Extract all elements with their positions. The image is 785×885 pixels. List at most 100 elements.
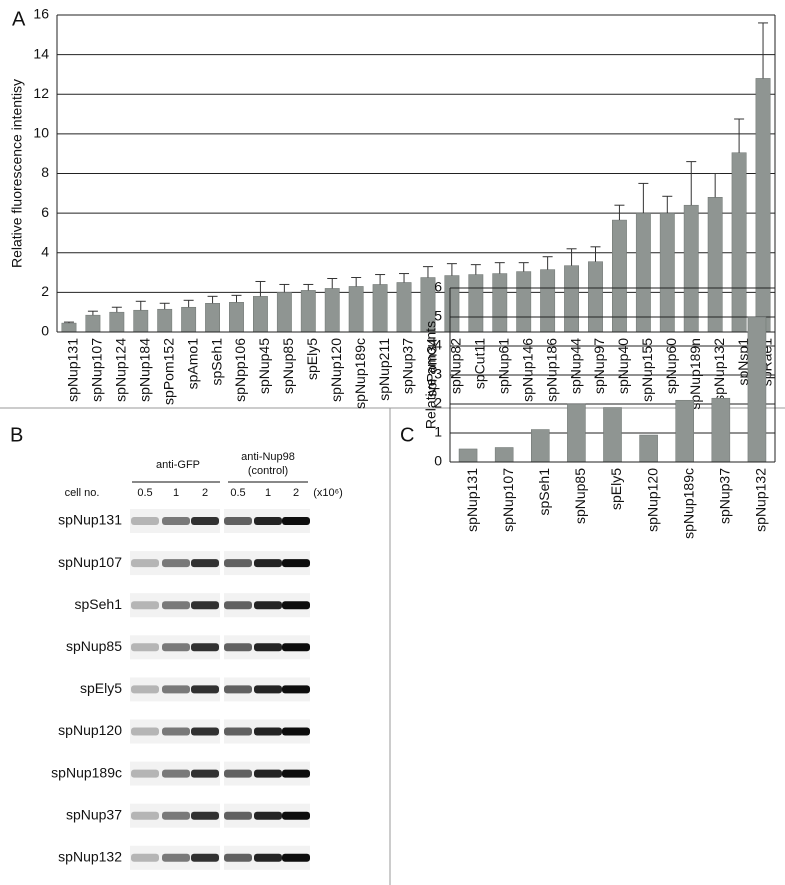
x-tick-label: spNup189c bbox=[680, 468, 696, 539]
band bbox=[282, 559, 310, 568]
cell-no-label: cell no. bbox=[65, 487, 100, 499]
x-tick-label: spNup107 bbox=[89, 338, 105, 402]
x-tick-label: spNup132 bbox=[711, 338, 727, 402]
x-tick-label: spSeh1 bbox=[208, 338, 224, 386]
row-label: spNup107 bbox=[58, 554, 122, 570]
x-tick-label: spNup131 bbox=[65, 338, 81, 402]
unit-label: (x10⁶) bbox=[313, 487, 343, 499]
band bbox=[282, 727, 310, 736]
bar bbox=[675, 399, 695, 463]
bar bbox=[253, 296, 268, 333]
x-tick-label: spNup97 bbox=[591, 338, 607, 394]
y-tick-label: 5 bbox=[434, 308, 442, 324]
y-tick-label: 12 bbox=[33, 85, 49, 101]
band bbox=[191, 727, 219, 736]
band bbox=[191, 811, 219, 820]
x-tick-label: spNup155 bbox=[639, 338, 655, 402]
bar bbox=[396, 282, 412, 333]
x-tick-label: spNup189c bbox=[352, 338, 368, 409]
bar bbox=[612, 219, 627, 333]
x-tick-label: spNup124 bbox=[113, 338, 129, 402]
band bbox=[254, 853, 282, 862]
y-tick-label: 3 bbox=[434, 366, 442, 382]
bar bbox=[372, 284, 388, 333]
x-tick-label: spSeh1 bbox=[536, 468, 552, 516]
band bbox=[224, 727, 252, 736]
antibody-label: anti-GFP bbox=[156, 459, 200, 471]
bar bbox=[603, 407, 622, 463]
panel-label: C bbox=[400, 424, 414, 446]
band bbox=[282, 517, 310, 525]
row-label: spNup120 bbox=[58, 722, 122, 738]
bar bbox=[588, 261, 603, 333]
lane-label: 1 bbox=[265, 487, 271, 499]
y-tick-label: 8 bbox=[41, 164, 49, 180]
band bbox=[162, 517, 190, 525]
band bbox=[191, 643, 219, 652]
x-tick-label: spCut11 bbox=[472, 338, 488, 389]
x-tick-label: spEly5 bbox=[608, 468, 624, 510]
bar bbox=[458, 448, 478, 463]
y-axis-label: Relative amounts bbox=[423, 321, 439, 429]
band bbox=[282, 811, 310, 820]
band bbox=[224, 517, 252, 525]
y-tick-label: 2 bbox=[41, 283, 49, 299]
band bbox=[282, 685, 310, 694]
x-tick-label: spNup146 bbox=[519, 338, 535, 402]
bar bbox=[133, 309, 149, 333]
bar bbox=[711, 397, 731, 463]
y-tick-label: 0 bbox=[41, 323, 49, 339]
x-tick-label: spPom152 bbox=[160, 338, 176, 405]
x-tick-label: spNup184 bbox=[136, 338, 152, 402]
bar bbox=[659, 212, 675, 333]
y-tick-label: 10 bbox=[33, 125, 49, 141]
band bbox=[162, 643, 190, 652]
x-tick-label: spNup45 bbox=[256, 338, 272, 394]
x-tick-label: spNup186 bbox=[543, 338, 559, 402]
row-label: spEly5 bbox=[80, 680, 122, 696]
bar bbox=[324, 288, 340, 333]
panel-label: B bbox=[10, 424, 23, 446]
band bbox=[131, 853, 159, 862]
antibody-label: (control) bbox=[248, 465, 288, 477]
bar bbox=[707, 197, 723, 333]
bar bbox=[635, 212, 651, 333]
x-tick-label: spNpp106 bbox=[232, 338, 248, 402]
x-tick-label: spNup37 bbox=[400, 338, 416, 394]
bar bbox=[731, 152, 747, 333]
y-tick-label: 4 bbox=[434, 337, 442, 353]
y-tick-label: 4 bbox=[41, 243, 49, 259]
band bbox=[254, 601, 282, 610]
band bbox=[191, 853, 219, 862]
bar bbox=[348, 286, 364, 333]
bar bbox=[229, 302, 244, 333]
band bbox=[224, 853, 252, 862]
band bbox=[162, 769, 190, 778]
lane-label: 0.5 bbox=[137, 487, 152, 499]
bar bbox=[639, 434, 658, 463]
band bbox=[131, 559, 159, 568]
x-tick-label: spNup61 bbox=[495, 338, 511, 394]
y-tick-label: 6 bbox=[434, 279, 442, 295]
row-label: spNup189c bbox=[51, 764, 122, 780]
band bbox=[282, 853, 310, 862]
band bbox=[254, 643, 282, 652]
bar bbox=[492, 273, 508, 333]
x-tick-label: spNup189n bbox=[687, 338, 703, 410]
bar bbox=[564, 265, 579, 333]
x-tick-label: spNup40 bbox=[615, 338, 631, 394]
band bbox=[224, 601, 252, 610]
band bbox=[131, 643, 159, 652]
band bbox=[162, 727, 190, 736]
bar bbox=[205, 303, 220, 333]
y-tick-label: 6 bbox=[41, 204, 49, 220]
band bbox=[282, 769, 310, 778]
bar bbox=[531, 429, 550, 463]
bar bbox=[444, 275, 460, 333]
band bbox=[162, 559, 190, 568]
bar bbox=[683, 204, 699, 333]
band bbox=[162, 685, 190, 694]
band bbox=[191, 685, 219, 694]
x-tick-label: spNup37 bbox=[717, 468, 733, 524]
x-tick-label: spNup107 bbox=[500, 468, 516, 532]
